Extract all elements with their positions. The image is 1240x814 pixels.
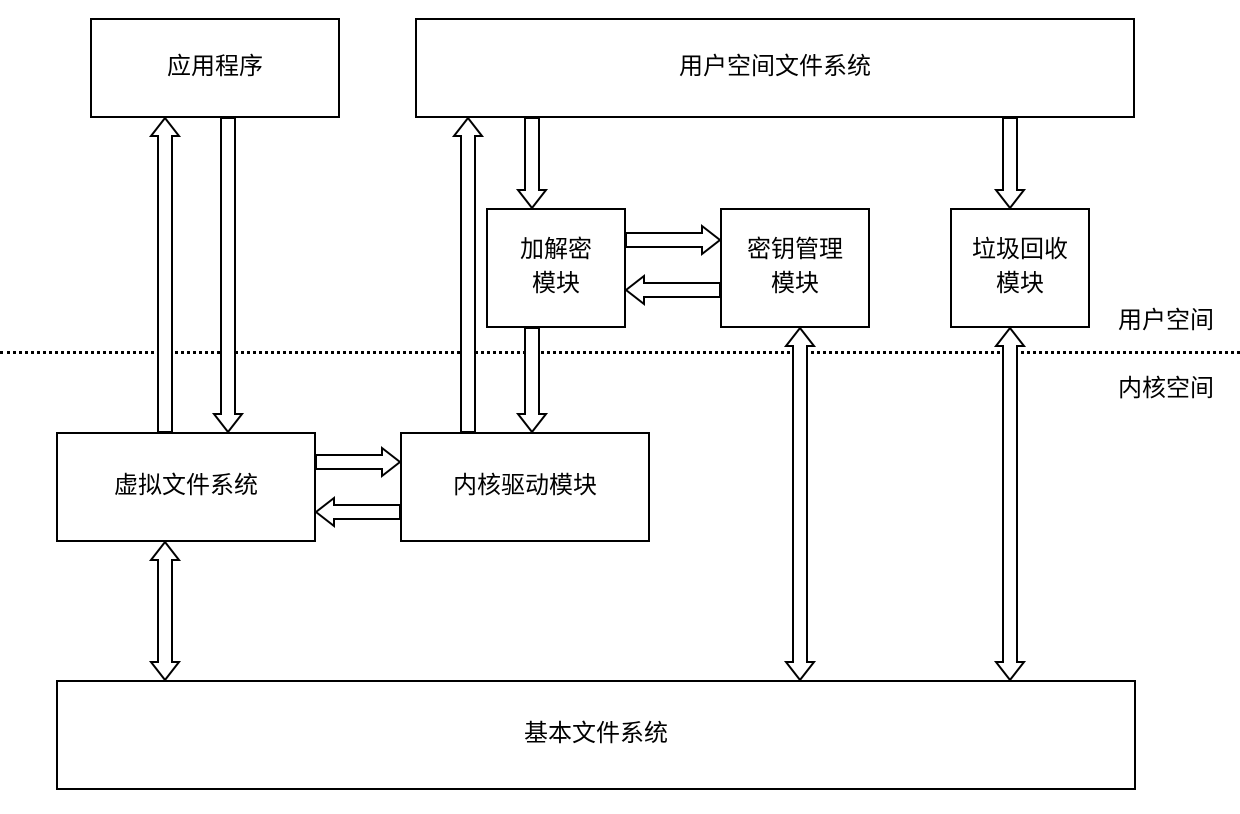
node-keymgmt-label: 密钥管理模块 xyxy=(747,234,843,301)
node-gc: 垃圾回收模块 xyxy=(950,208,1090,328)
space-divider xyxy=(0,351,1240,354)
node-userfs: 用户空间文件系统 xyxy=(415,18,1135,118)
node-userfs-label: 用户空间文件系统 xyxy=(679,51,871,85)
node-gc-label: 垃圾回收模块 xyxy=(972,234,1068,301)
node-crypto: 加解密模块 xyxy=(486,208,626,328)
node-vfs: 虚拟文件系统 xyxy=(56,432,316,542)
node-app-label: 应用程序 xyxy=(167,51,263,85)
node-crypto-label: 加解密模块 xyxy=(520,234,592,301)
user-space-label: 用户空间 xyxy=(1118,300,1214,335)
node-basefs-label: 基本文件系统 xyxy=(524,718,668,752)
node-app: 应用程序 xyxy=(90,18,340,118)
node-basefs: 基本文件系统 xyxy=(56,680,1136,790)
node-kdrv: 内核驱动模块 xyxy=(400,432,650,542)
node-vfs-label: 虚拟文件系统 xyxy=(114,470,258,504)
node-keymgmt: 密钥管理模块 xyxy=(720,208,870,328)
node-kdrv-label: 内核驱动模块 xyxy=(453,470,597,504)
kernel-space-label: 内核空间 xyxy=(1118,368,1214,403)
diagram-canvas: 用户空间 内核空间 应用程序 用户空间文件系统 加解密模块 密钥管理模块 垃圾回… xyxy=(0,0,1240,814)
